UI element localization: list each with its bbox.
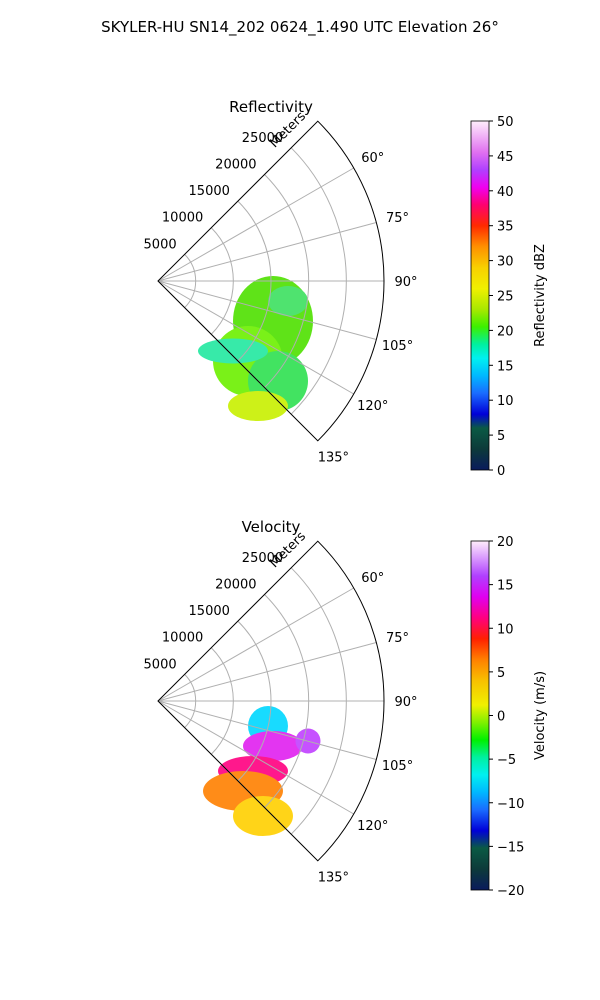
sector-outline: [157, 540, 385, 862]
panel-title: Reflectivity: [229, 98, 313, 116]
colorbar-tick-label: −5: [497, 753, 516, 768]
range-tick-label: 10000: [162, 631, 203, 646]
azimuth-tick-label: 75°: [386, 211, 409, 226]
azimuth-spoke: [157, 642, 377, 702]
range-tick-label: 10000: [162, 211, 203, 226]
velocity-panel: 5000 10000 15000 20000 25000 60° 75° 90° 105° 120…: [144, 518, 548, 899]
colorbar-tick-label: 20: [497, 535, 514, 550]
azimuth-tick-label: 90°: [394, 695, 417, 710]
range-tick-label: 15000: [189, 184, 230, 199]
reflectivity-panel: 5000 10000 15000 20000 25000 60° 75° 90° 105° 120…: [144, 98, 548, 479]
echo-field: [203, 706, 321, 836]
azimuth-spoke: [157, 700, 354, 815]
colorbar-tick-label: 35: [497, 220, 514, 235]
colorbar: [470, 120, 490, 471]
azimuth-tick-label: 60°: [361, 571, 384, 586]
colorbar-tick-label: −10: [497, 797, 524, 812]
range-tick-label: 15000: [189, 604, 230, 619]
colorbar-label: Reflectivity dBZ: [533, 244, 548, 347]
echo-cell: [233, 796, 293, 836]
azimuth-spoke: [157, 280, 354, 395]
azimuth-spoke: [157, 222, 377, 282]
azimuth-spoke: [157, 167, 354, 282]
colorbar-tick-label: 45: [497, 150, 514, 165]
azimuth-tick-label: 105°: [382, 339, 413, 354]
colorbar-tick-label: −20: [497, 884, 524, 899]
colorbar-tick-label: 5: [497, 666, 505, 681]
colorbar-tick-label: 40: [497, 185, 514, 200]
range-tick-label: 5000: [144, 237, 177, 252]
range-tick-label: 25000: [242, 131, 283, 146]
colorbar-tick-label: 15: [497, 359, 514, 374]
azimuth-spoke: [157, 700, 377, 760]
colorbar-tick-label: 0: [497, 464, 505, 479]
range-tick-label: 5000: [144, 657, 177, 672]
azimuth-tick-label: 105°: [382, 759, 413, 774]
colorbar-tick-label: 10: [497, 394, 514, 409]
figure-title: SKYLER-HU SN14_202 0624_1.490 UTC Elevat…: [101, 18, 499, 37]
echo-cell: [268, 286, 308, 316]
colorbar-tick-label: 25: [497, 290, 514, 305]
range-tick-label: 20000: [215, 577, 256, 592]
colorbar-tick-label: 30: [497, 255, 514, 270]
azimuth-tick-label: 135°: [318, 870, 349, 885]
echo-cell: [198, 338, 268, 364]
colorbar-tick-label: 15: [497, 579, 514, 594]
azimuth-tick-label: 120°: [357, 819, 388, 834]
colorbar-tick-label: 20: [497, 324, 514, 339]
range-tick-label: 20000: [215, 157, 256, 172]
colorbar-tick-label: 10: [497, 622, 514, 637]
colorbar-tick-label: −15: [497, 840, 524, 855]
colorbar: [470, 540, 490, 891]
echo-field: [198, 276, 313, 421]
panel-title: Velocity: [242, 518, 301, 536]
azimuth-tick-label: 135°: [318, 450, 349, 465]
echo-cell: [228, 391, 288, 421]
azimuth-tick-label: 120°: [357, 399, 388, 414]
range-tick-label: 25000: [242, 551, 283, 566]
colorbar-tick-label: 50: [497, 115, 514, 130]
azimuth-tick-label: 75°: [386, 631, 409, 646]
azimuth-spoke: [157, 280, 377, 340]
azimuth-spoke: [157, 587, 354, 702]
azimuth-tick-label: 90°: [394, 275, 417, 290]
azimuth-tick-label: 60°: [361, 151, 384, 166]
colorbar-tick-label: 0: [497, 710, 505, 725]
colorbar-tick-label: 5: [497, 429, 505, 444]
sector-outline: [157, 120, 385, 442]
colorbar-label: Velocity (m/s): [533, 671, 548, 760]
